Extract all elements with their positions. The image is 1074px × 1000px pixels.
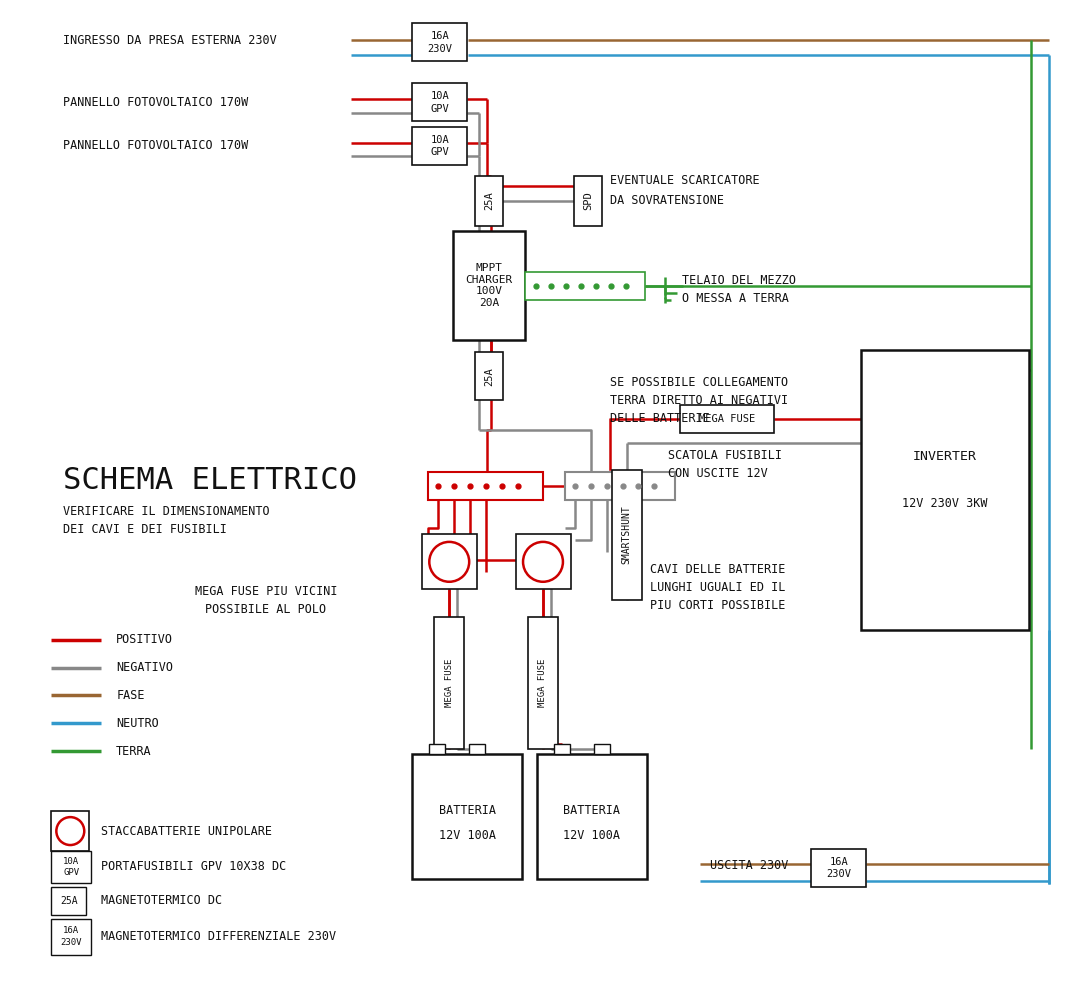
Bar	[52, 811, 89, 851]
Bar	[537, 754, 647, 879]
Text: CAVI DELLE BATTERIE: CAVI DELLE BATTERIE	[650, 563, 785, 576]
Bar	[429, 472, 543, 500]
Bar	[412, 127, 467, 165]
Text: TERRA: TERRA	[116, 745, 151, 758]
Text: DA SOVRATENSIONE: DA SOVRATENSIONE	[610, 194, 724, 207]
Text: 12V 230V 3KW: 12V 230V 3KW	[902, 497, 988, 510]
Text: 10A: 10A	[63, 857, 79, 866]
Text: 25A: 25A	[484, 367, 494, 386]
Text: GPV: GPV	[431, 147, 449, 157]
Text: 230V: 230V	[60, 938, 82, 947]
Text: MAGNETOTERMICO DIFFERENZIALE 230V: MAGNETOTERMICO DIFFERENZIALE 230V	[101, 930, 336, 943]
Bar	[453, 231, 525, 340]
Bar	[52, 851, 91, 883]
Text: 16A: 16A	[829, 857, 848, 867]
Text: 12V 100A: 12V 100A	[438, 829, 496, 842]
Bar	[430, 744, 446, 754]
Text: 12V 100A: 12V 100A	[564, 829, 621, 842]
Bar	[475, 176, 503, 226]
Text: INVERTER: INVERTER	[913, 450, 977, 463]
Bar	[811, 849, 866, 887]
Text: PANNELLO FOTOVOLTAICO 170W: PANNELLO FOTOVOLTAICO 170W	[63, 96, 248, 109]
Bar	[52, 887, 86, 915]
Text: USCITA 230V: USCITA 230V	[710, 859, 788, 872]
Text: MEGA FUSE: MEGA FUSE	[699, 414, 755, 424]
Text: VERIFICARE IL DIMENSIONAMENTO: VERIFICARE IL DIMENSIONAMENTO	[63, 505, 270, 518]
Text: 16A: 16A	[431, 31, 449, 41]
Text: PIU CORTI POSSIBILE: PIU CORTI POSSIBILE	[650, 599, 785, 612]
Text: EVENTUALE SCARICATORE: EVENTUALE SCARICATORE	[610, 174, 759, 187]
Text: MEGA FUSE PIU VICINI: MEGA FUSE PIU VICINI	[194, 585, 337, 598]
Text: SPD: SPD	[583, 191, 593, 210]
Bar	[422, 534, 477, 589]
Text: POSITIVO: POSITIVO	[116, 633, 173, 646]
Text: GPV: GPV	[63, 868, 79, 877]
Text: SMARTSHUNT: SMARTSHUNT	[622, 506, 632, 564]
Bar	[475, 352, 503, 400]
Bar	[434, 617, 464, 749]
Bar	[574, 176, 601, 226]
Text: 230V: 230V	[826, 869, 852, 879]
Text: NEUTRO: NEUTRO	[116, 717, 159, 730]
Bar	[469, 744, 485, 754]
Bar	[517, 534, 571, 589]
Text: 10A: 10A	[431, 135, 449, 145]
Text: 10A: 10A	[431, 91, 449, 101]
Text: MEGA FUSE: MEGA FUSE	[445, 659, 453, 707]
Text: DELLE BATTERIE: DELLE BATTERIE	[610, 412, 710, 425]
Text: SCATOLA FUSIBILI: SCATOLA FUSIBILI	[668, 449, 782, 462]
Bar	[412, 83, 467, 121]
Bar	[565, 472, 674, 500]
Text: BATTERIA: BATTERIA	[438, 804, 496, 817]
Text: DEI CAVI E DEI FUSIBILI: DEI CAVI E DEI FUSIBILI	[63, 523, 228, 536]
Bar	[412, 23, 467, 61]
Bar	[680, 405, 774, 433]
Text: TERRA DIRETTO AI NEGATIVI: TERRA DIRETTO AI NEGATIVI	[610, 394, 788, 407]
Text: 25A: 25A	[60, 896, 77, 906]
Bar	[412, 754, 522, 879]
Bar	[594, 744, 610, 754]
Text: MEGA FUSE: MEGA FUSE	[538, 659, 548, 707]
Text: STACCABATTERIE UNIPOLARE: STACCABATTERIE UNIPOLARE	[101, 825, 272, 838]
Text: POSSIBILE AL POLO: POSSIBILE AL POLO	[205, 603, 326, 616]
Bar	[554, 744, 570, 754]
Text: TELAIO DEL MEZZO: TELAIO DEL MEZZO	[682, 274, 796, 287]
Text: MAGNETOTERMICO DC: MAGNETOTERMICO DC	[101, 894, 222, 907]
Text: NEGATIVO: NEGATIVO	[116, 661, 173, 674]
Text: O MESSA A TERRA: O MESSA A TERRA	[682, 292, 788, 305]
Text: PORTAFUSIBILI GPV 10X38 DC: PORTAFUSIBILI GPV 10X38 DC	[101, 860, 287, 873]
Text: MPPT
CHARGER
100V
20A: MPPT CHARGER 100V 20A	[465, 263, 512, 308]
Bar	[525, 272, 644, 300]
Text: SCHEMA ELETTRICO: SCHEMA ELETTRICO	[63, 466, 358, 495]
Text: GPV: GPV	[431, 104, 449, 114]
Bar	[612, 470, 641, 600]
Text: INGRESSO DA PRESA ESTERNA 230V: INGRESSO DA PRESA ESTERNA 230V	[63, 34, 277, 47]
Text: FASE: FASE	[116, 689, 145, 702]
Bar	[861, 350, 1029, 630]
Text: BATTERIA: BATTERIA	[564, 804, 621, 817]
Text: SE POSSIBILE COLLEGAMENTO: SE POSSIBILE COLLEGAMENTO	[610, 376, 788, 389]
Text: CON USCITE 12V: CON USCITE 12V	[668, 467, 768, 480]
Text: LUNGHI UGUALI ED IL: LUNGHI UGUALI ED IL	[650, 581, 785, 594]
Bar	[52, 919, 91, 955]
Text: 230V: 230V	[427, 44, 452, 54]
Text: 16A: 16A	[63, 926, 79, 935]
Text: PANNELLO FOTOVOLTAICO 170W: PANNELLO FOTOVOLTAICO 170W	[63, 139, 248, 152]
Bar	[528, 617, 557, 749]
Text: 25A: 25A	[484, 191, 494, 210]
